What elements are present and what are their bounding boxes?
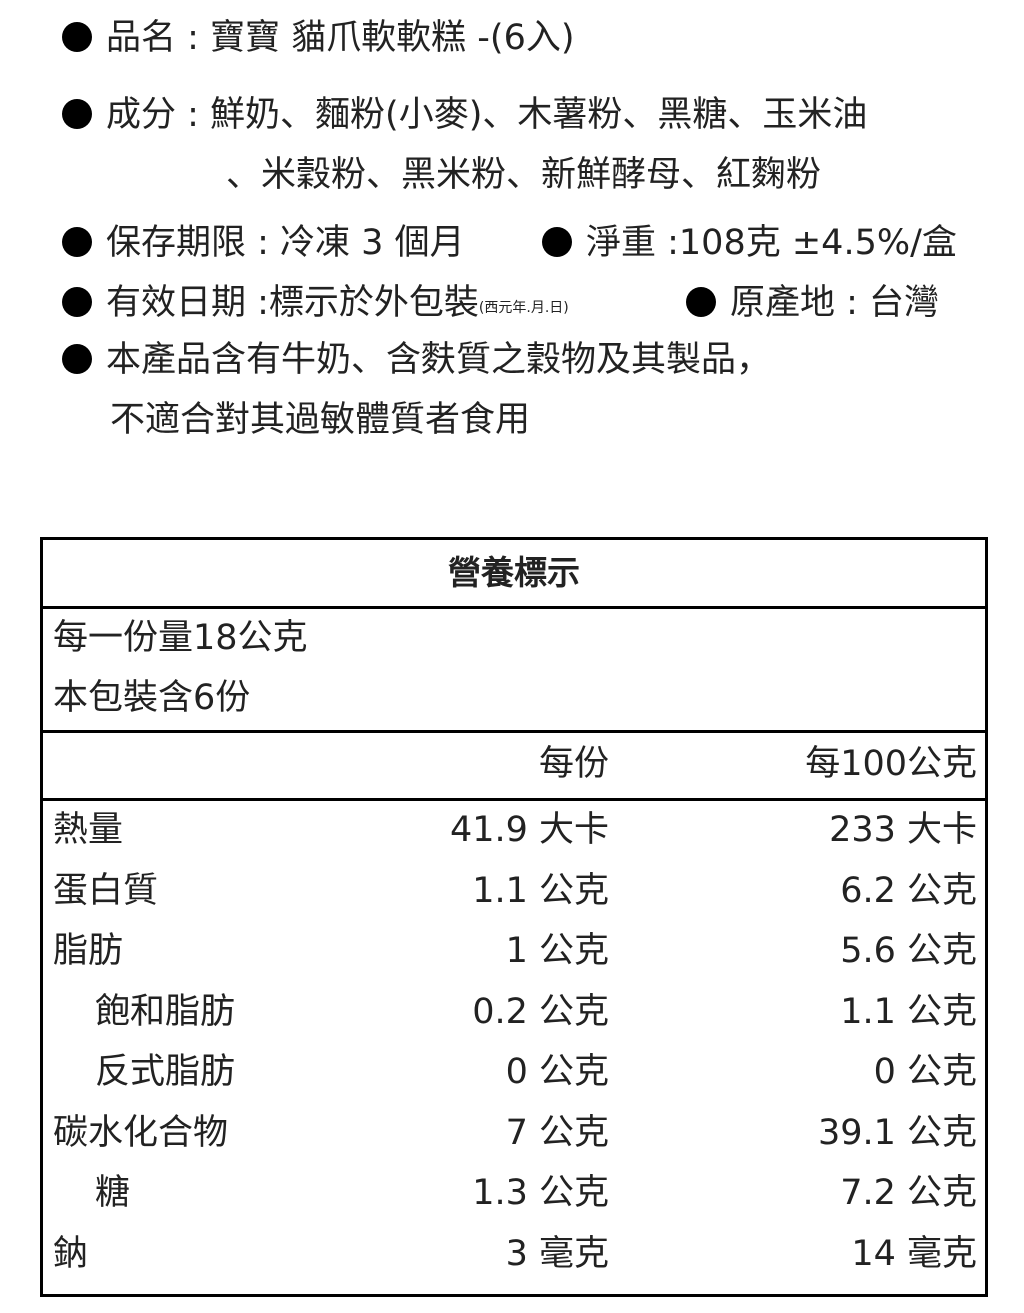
bullet-icon <box>62 287 92 317</box>
per-serving-value: 0 公克 <box>505 1052 609 1092</box>
origin-line: 原產地 : 台灣 <box>686 283 939 323</box>
nutrient-label: 熱量 <box>53 810 124 850</box>
col-per-100g: 每100公克 <box>805 744 977 784</box>
per-serving-value: 41.9 大卡 <box>449 810 609 850</box>
allergen-line: 本產品含有牛奶、含麩質之穀物及其製品， <box>62 340 771 380</box>
nutrient-label: 鈉 <box>53 1233 89 1274</box>
bullet-icon <box>542 227 572 257</box>
per-100g-value: 39.1 公克 <box>817 1112 977 1153</box>
bullet-icon <box>62 22 92 52</box>
ingredients-line: 成分 : 鮮奶、麵粉(小麥)、木薯粉、黑糖、玉米油 <box>62 95 867 135</box>
per-serving-value: 3 毫克 <box>505 1233 609 1274</box>
bullet-icon <box>62 99 92 129</box>
serving-size: 每一份量18公克 <box>53 618 308 658</box>
expiry-note: (西元年.月.日) <box>478 300 569 316</box>
origin: 原產地 : 台灣 <box>730 283 940 323</box>
per-100g-value: 5.6 公克 <box>840 931 977 971</box>
nutrient-label: 脂肪 <box>53 931 124 971</box>
per-100g-value: 0 公克 <box>873 1052 977 1092</box>
divider <box>43 606 985 609</box>
per-serving-value: 1.1 公克 <box>472 870 609 911</box>
bullet-icon <box>62 344 92 374</box>
allergen: 本產品含有牛奶、含麩質之穀物及其製品， <box>106 340 772 380</box>
ingredients: 成分 : 鮮奶、麵粉(小麥)、木薯粉、黑糖、玉米油 <box>106 95 868 135</box>
net-weight: 淨重 :108克 ±4.5%/盒 <box>586 223 957 263</box>
col-per-serving: 每份 <box>538 744 609 784</box>
nutrient-label: 蛋白質 <box>53 870 159 911</box>
servings-per-package: 本包裝含6份 <box>53 678 251 718</box>
per-serving-value: 7 公克 <box>505 1112 609 1153</box>
per-serving-value: 1.3 公克 <box>472 1173 609 1213</box>
per-100g-value: 7.2 公克 <box>840 1173 977 1213</box>
product-name: 品名 : 寶寶 貓爪軟軟糕 -(6入) <box>106 18 575 58</box>
nutrient-label: 碳水化合物 <box>53 1112 229 1153</box>
allergen-line-2: 不適合對其過敏體質者食用 <box>110 400 531 440</box>
per-100g-value: 1.1 公克 <box>840 991 977 1032</box>
divider <box>43 730 985 733</box>
per-serving-value: 1 公克 <box>505 931 609 971</box>
per-serving-value: 0.2 公克 <box>472 991 609 1032</box>
product-name-line: 品名 : 寶寶 貓爪軟軟糕 -(6入) <box>62 18 575 58</box>
nutrition-title: 營養標示 <box>448 553 580 592</box>
shelf-life-line: 保存期限 : 冷凍 3 個月 <box>62 223 465 263</box>
divider <box>43 798 985 801</box>
ingredients-line-2: 、米穀粉、黑米粉、新鮮酵母、紅麴粉 <box>226 155 822 195</box>
nutrient-label: 飽和脂肪 <box>95 991 236 1032</box>
per-100g-value: 6.2 公克 <box>840 870 977 911</box>
nutrient-label: 糖 <box>95 1173 131 1213</box>
per-100g-value: 14 毫克 <box>851 1233 977 1274</box>
shelf-life: 保存期限 : 冷凍 3 個月 <box>106 223 465 263</box>
nutrient-label: 反式脂肪 <box>95 1052 236 1092</box>
nutrition-table: 營養標示 每一份量18公克 本包裝含6份 每份 每100公克 熱量 41.9 大卡… <box>40 537 988 1297</box>
net-weight-line: 淨重 :108克 ±4.5%/盒 <box>542 223 957 263</box>
bullet-icon <box>686 287 716 317</box>
expiry: 有效日期 :標示於外包裝 <box>106 283 479 323</box>
expiry-line: 有效日期 :標示於外包裝(西元年.月.日) <box>62 283 569 328</box>
per-100g-value: 233 大卡 <box>829 810 977 850</box>
bullet-icon <box>62 227 92 257</box>
